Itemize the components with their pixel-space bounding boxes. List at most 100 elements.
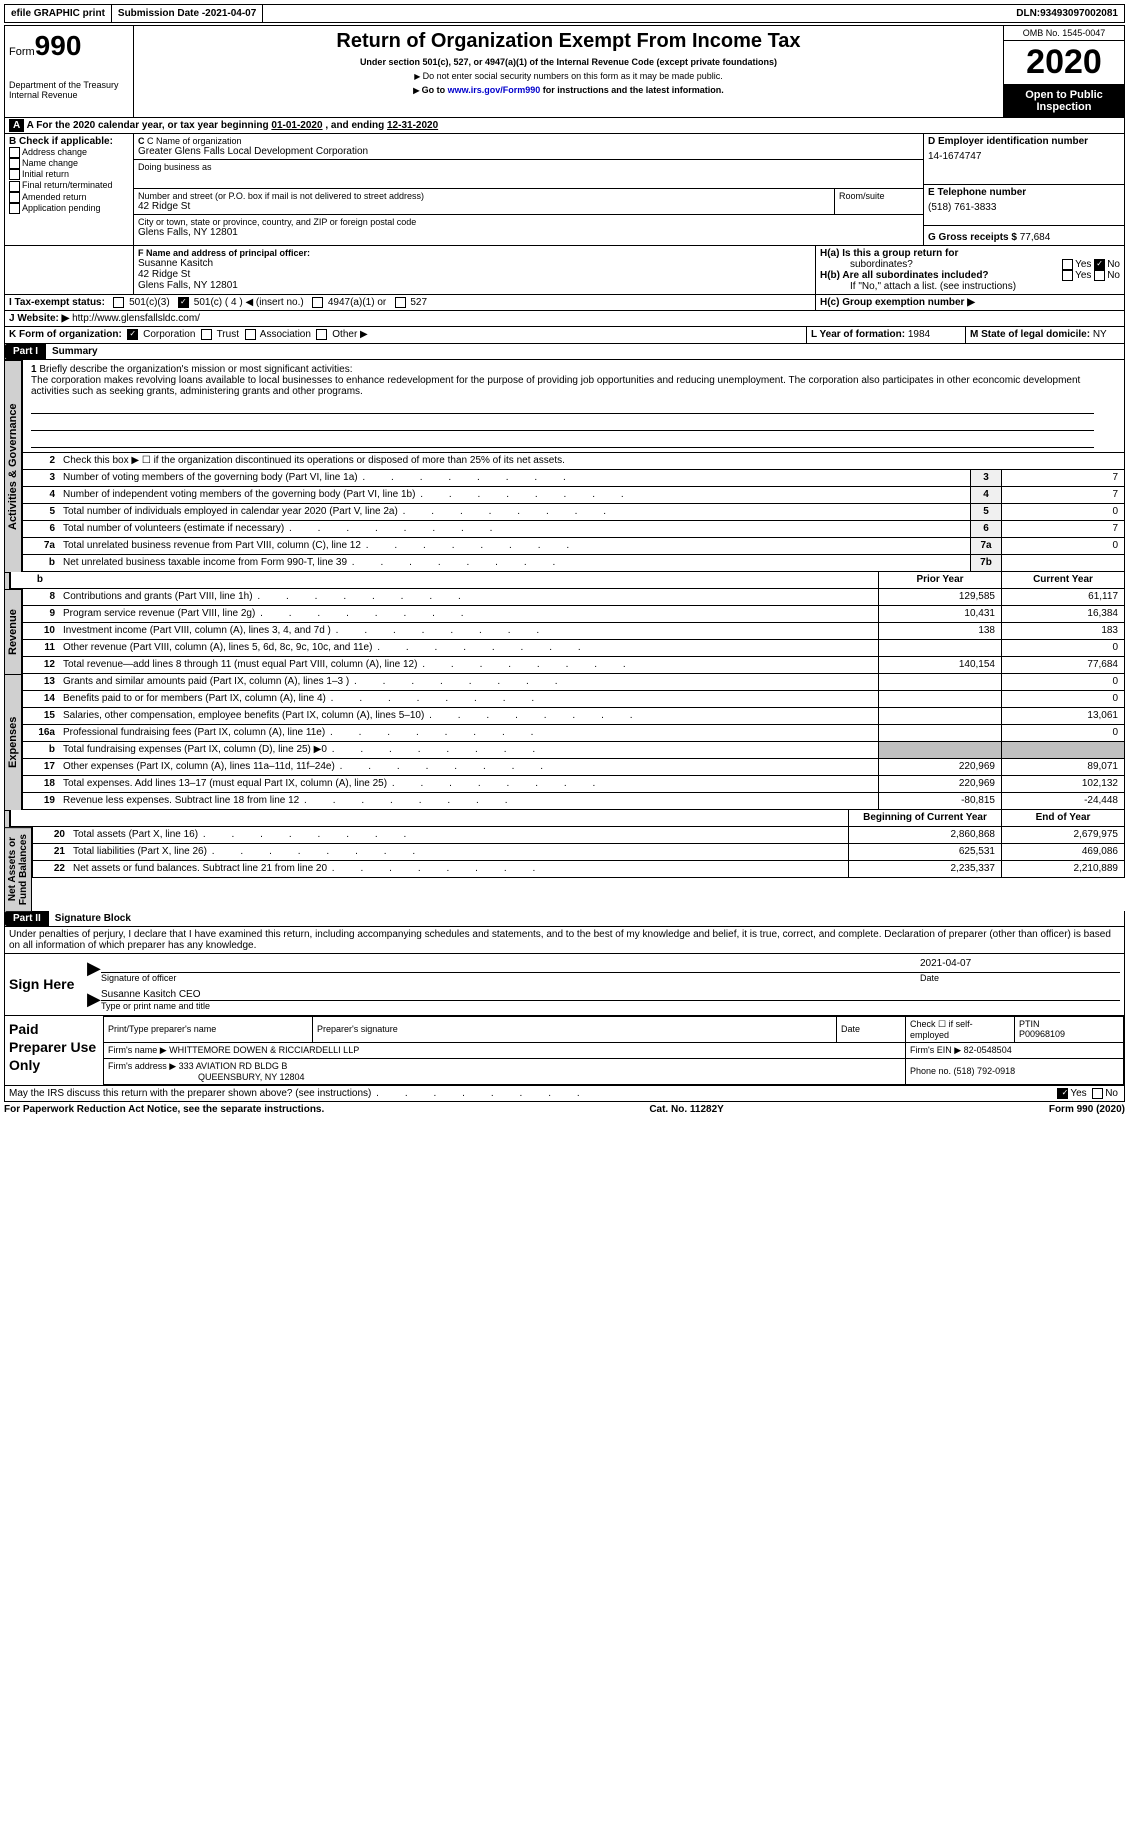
form-title: Return of Organization Exempt From Incom…: [138, 30, 999, 53]
summary-line: 11Other revenue (Part VIII, column (A), …: [22, 640, 1125, 657]
summary-line: 8Contributions and grants (Part VIII, li…: [22, 589, 1125, 606]
summary-line: 9Program service revenue (Part VIII, lin…: [22, 606, 1125, 623]
street-address: 42 Ridge St: [138, 201, 830, 212]
sign-arrow-icon: ▶: [87, 958, 101, 983]
preparer-sig-label: Preparer's signature: [313, 1016, 837, 1042]
summary-line: 17Other expenses (Part IX, column (A), l…: [22, 759, 1125, 776]
form-org-row: K Form of organization: Corporation Trus…: [4, 327, 1125, 343]
firm-addr1: 333 AVIATION RD BLDG B: [179, 1061, 288, 1071]
form-header: Form990 Department of the Treasury Inter…: [4, 25, 1125, 118]
entity-block: B Check if applicable: Address changeNam…: [4, 134, 1125, 246]
beg-year-header: Beginning of Current Year: [848, 810, 1001, 826]
prior-year-header: Prior Year: [878, 572, 1001, 588]
line1-label: Briefly describe the organization's miss…: [39, 364, 352, 375]
h-b-note: If "No," attach a list. (see instruction…: [820, 281, 1120, 292]
boxb-checkbox[interactable]: [9, 158, 20, 169]
gross-receipts-label: G Gross receipts $: [928, 232, 1020, 243]
discuss-yes-checkbox[interactable]: [1057, 1088, 1068, 1099]
discuss-row: May the IRS discuss this return with the…: [4, 1086, 1125, 1102]
summary-line: 16aProfessional fundraising fees (Part I…: [22, 725, 1125, 742]
year-formation-label: L Year of formation:: [811, 329, 908, 340]
tax-status-label: I Tax-exempt status:: [9, 297, 105, 308]
part1-num: Part I: [5, 344, 46, 359]
527-checkbox[interactable]: [395, 297, 406, 308]
top-bar: efile GRAPHIC print Submission Date - 20…: [4, 4, 1125, 23]
perjury-declaration: Under penalties of perjury, I declare th…: [4, 927, 1125, 954]
period-begin: 01-01-2020: [271, 120, 322, 131]
hb-no-checkbox[interactable]: [1094, 270, 1105, 281]
firm-addr2: QUEENSBURY, NY 12804: [108, 1072, 305, 1082]
part1-header: Part I Summary: [4, 344, 1125, 360]
summary-line: 3Number of voting members of the governi…: [22, 470, 1125, 487]
summary-line: 4Number of independent voting members of…: [22, 487, 1125, 504]
website-url: http://www.glensfallsldc.com/: [72, 313, 200, 324]
other-checkbox[interactable]: [316, 329, 327, 340]
discuss-no-checkbox[interactable]: [1092, 1088, 1103, 1099]
trust-checkbox[interactable]: [201, 329, 212, 340]
boxb-item: Name change: [9, 158, 129, 169]
assoc-checkbox[interactable]: [245, 329, 256, 340]
part2-title: Signature Block: [49, 911, 137, 926]
form-ref: Form 990 (2020): [1049, 1104, 1125, 1115]
sign-date: 2021-04-07: [920, 958, 1120, 972]
boxb-item: Initial return: [9, 169, 129, 180]
department: Department of the Treasury Internal Reve…: [9, 80, 129, 100]
officer-name: Susanne Kasitch: [138, 258, 811, 269]
irs-link[interactable]: www.irs.gov/Form990: [448, 85, 541, 95]
preparer-date-label: Date: [837, 1016, 906, 1042]
submission-date: Submission Date - 2021-04-07: [112, 5, 263, 22]
ein-value: 14-1674747: [928, 151, 1120, 162]
ptin-label: PTIN: [1019, 1019, 1040, 1029]
phone-label: E Telephone number: [928, 187, 1120, 198]
domicile-label: M State of legal domicile:: [970, 329, 1093, 340]
corp-checkbox[interactable]: [127, 329, 138, 340]
vtab-activities: Activities & Governance: [4, 360, 22, 572]
officer-addr1: 42 Ridge St: [138, 269, 811, 280]
box-b-title: B Check if applicable:: [9, 136, 129, 147]
paid-preparer-block: Paid Preparer Use Only Print/Type prepar…: [4, 1016, 1125, 1086]
vtab-expenses: Expenses: [4, 674, 22, 810]
summary-line: 14Benefits paid to or for members (Part …: [22, 691, 1125, 708]
boxb-checkbox[interactable]: [9, 181, 20, 192]
summary-line: 20Total assets (Part X, line 16)2,860,86…: [32, 827, 1125, 844]
boxb-item: Application pending: [9, 203, 129, 214]
form-number: Form990: [9, 30, 129, 62]
part1-title: Summary: [46, 344, 104, 359]
boxb-checkbox[interactable]: [9, 192, 20, 203]
501c3-checkbox[interactable]: [113, 297, 124, 308]
signature-field[interactable]: [101, 958, 920, 972]
firm-ein-label: Firm's EIN ▶: [910, 1045, 961, 1055]
part2-header: Part II Signature Block: [4, 911, 1125, 927]
ha-yes-checkbox[interactable]: [1062, 259, 1073, 270]
discuss-text: May the IRS discuss this return with the…: [5, 1086, 962, 1101]
boxb-checkbox[interactable]: [9, 169, 20, 180]
summary-line: 21Total liabilities (Part X, line 26)625…: [32, 844, 1125, 861]
room-label: Room/suite: [834, 189, 923, 214]
summary-line: 18Total expenses. Add lines 13–17 (must …: [22, 776, 1125, 793]
city-label: City or town, state or province, country…: [138, 217, 919, 227]
subtitle-1: Under section 501(c), 527, or 4947(a)(1)…: [138, 57, 999, 67]
boxb-checkbox[interactable]: [9, 147, 20, 158]
summary-line: 10Investment income (Part VIII, column (…: [22, 623, 1125, 640]
501c-checkbox[interactable]: [178, 297, 189, 308]
sig-officer-label: Signature of officer: [101, 973, 920, 983]
4947-checkbox[interactable]: [312, 297, 323, 308]
org-name: Greater Glens Falls Local Development Co…: [138, 146, 919, 157]
ha-no-checkbox[interactable]: [1094, 259, 1105, 270]
inspection-notice: Open to Public Inspection: [1004, 85, 1124, 117]
boxb-item: Amended return: [9, 192, 129, 203]
boxb-item: Address change: [9, 147, 129, 158]
summary-line: 22Net assets or fund balances. Subtract …: [32, 861, 1125, 878]
subtitle-2: Do not enter social security numbers on …: [138, 71, 999, 81]
boxb-checkbox[interactable]: [9, 203, 20, 214]
city-state-zip: Glens Falls, NY 12801: [138, 227, 919, 238]
ein-label: D Employer identification number: [928, 136, 1120, 147]
domicile-state: NY: [1093, 329, 1107, 340]
hb-yes-checkbox[interactable]: [1062, 270, 1073, 281]
firm-addr-label: Firm's address ▶: [108, 1061, 176, 1071]
form-org-label: K Form of organization:: [9, 330, 122, 341]
h-a-label: H(a) Is this a group return for: [820, 248, 958, 259]
omb-number: OMB No. 1545-0047: [1004, 26, 1124, 41]
summary-line: 19Revenue less expenses. Subtract line 1…: [22, 793, 1125, 810]
part2-num: Part II: [5, 911, 49, 926]
